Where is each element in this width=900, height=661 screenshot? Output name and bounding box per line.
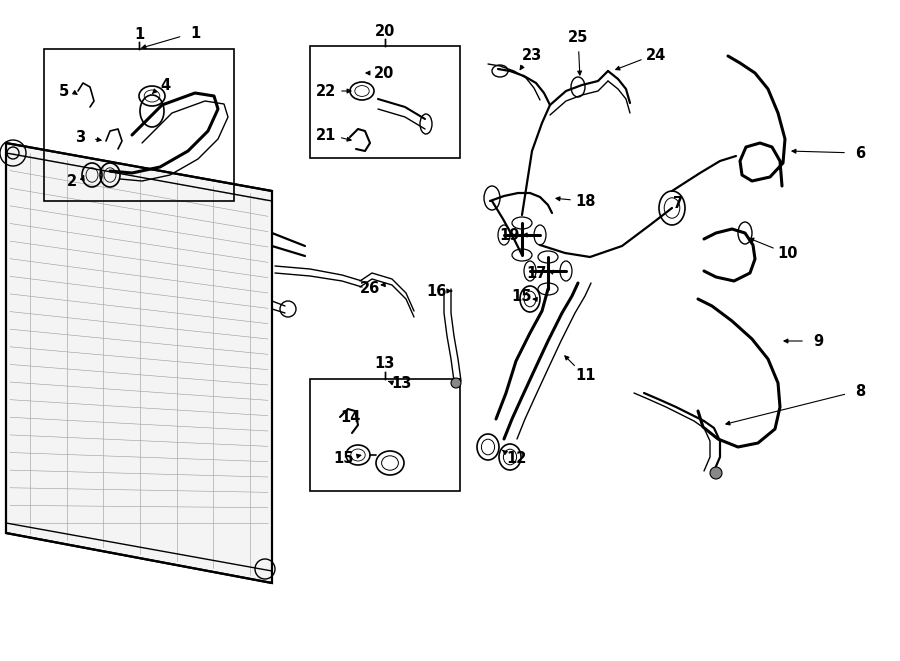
Text: 25: 25: [568, 30, 589, 46]
Text: 24: 24: [646, 48, 666, 63]
Text: 7: 7: [673, 196, 683, 210]
Text: 20: 20: [374, 24, 395, 38]
Text: 10: 10: [778, 245, 798, 260]
Text: 1: 1: [134, 26, 144, 42]
Text: 15: 15: [334, 451, 355, 465]
Text: 26: 26: [360, 280, 380, 295]
Text: 19: 19: [500, 227, 520, 243]
Text: 6: 6: [855, 145, 865, 161]
Text: 13: 13: [392, 375, 412, 391]
Text: 14: 14: [340, 410, 360, 426]
Text: 3: 3: [75, 130, 86, 145]
Text: 11: 11: [576, 368, 596, 383]
Text: 20: 20: [374, 65, 394, 81]
Text: 22: 22: [316, 83, 336, 98]
Text: 12: 12: [506, 451, 526, 465]
Text: 18: 18: [576, 194, 596, 208]
Polygon shape: [6, 143, 272, 583]
Circle shape: [451, 378, 461, 388]
Text: 1: 1: [190, 26, 200, 40]
Bar: [310, 46, 460, 158]
Text: 15: 15: [512, 288, 532, 303]
Bar: [310, 379, 460, 491]
Text: 17: 17: [526, 266, 546, 280]
Text: 16: 16: [426, 284, 446, 299]
Text: 4: 4: [160, 77, 170, 93]
Text: 23: 23: [522, 48, 542, 63]
Text: 2: 2: [67, 173, 77, 188]
Text: 8: 8: [855, 383, 865, 399]
Text: 9: 9: [813, 334, 824, 348]
Text: 5: 5: [58, 83, 69, 98]
Text: 21: 21: [316, 128, 337, 143]
Text: 13: 13: [374, 356, 395, 371]
Bar: [44, 49, 234, 201]
Circle shape: [710, 467, 722, 479]
